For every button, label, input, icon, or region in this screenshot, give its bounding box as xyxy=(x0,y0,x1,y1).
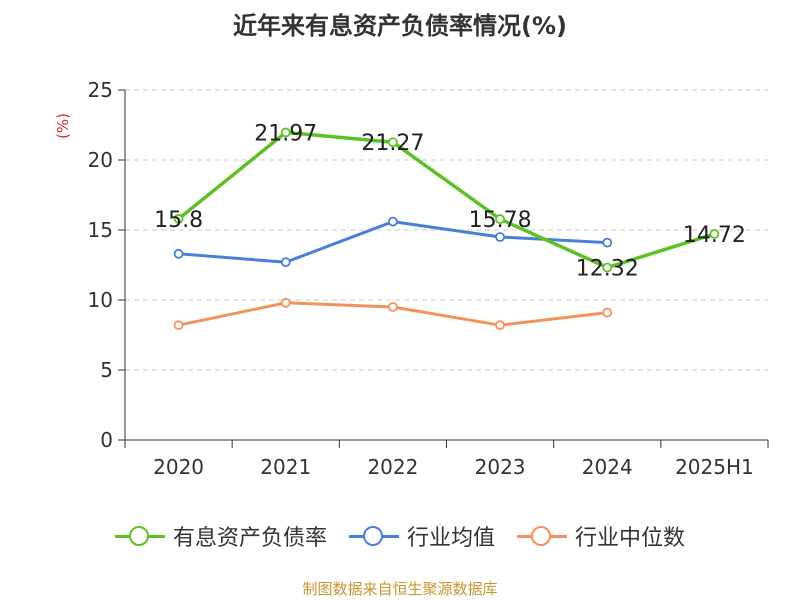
data-source-note: 制图数据来自恒生聚源数据库 xyxy=(302,580,498,598)
data-label: 21.97 xyxy=(254,121,317,146)
data-label: 21.27 xyxy=(361,131,424,156)
data-point xyxy=(388,137,398,148)
data-point xyxy=(495,320,505,331)
data-point xyxy=(388,302,398,312)
data-label: 15.78 xyxy=(469,208,532,233)
data-label: 14.72 xyxy=(683,223,746,248)
chart-title: 近年来有息资产负债率情况(%) xyxy=(233,12,567,40)
y-tick-label: 15 xyxy=(88,218,113,242)
chart-legend: 有息资产负债率 行业均值 行业中位数 xyxy=(0,520,800,552)
legend-item: 行业中位数 xyxy=(517,520,685,552)
y-tick-label: 20 xyxy=(88,148,113,172)
data-point xyxy=(173,213,184,224)
y-tick-label: 5 xyxy=(100,358,113,382)
data-label: 12.32 xyxy=(576,257,639,282)
y-tick-label: 25 xyxy=(88,78,113,102)
data-point xyxy=(280,257,291,268)
legend-marker xyxy=(348,524,399,548)
x-tick-label: 2021 xyxy=(260,455,311,479)
data-point xyxy=(602,262,613,273)
legend-item: 行业均值 xyxy=(348,520,495,552)
data-point xyxy=(709,229,720,239)
data-label: 15.8 xyxy=(154,208,203,233)
x-tick-label: 2020 xyxy=(153,455,204,479)
y-tick-label: 10 xyxy=(88,288,113,312)
data-point xyxy=(173,248,184,259)
x-tick-label: 2022 xyxy=(367,455,418,479)
series-line xyxy=(178,220,608,264)
data-point xyxy=(495,232,505,242)
data-point xyxy=(280,297,291,308)
data-point xyxy=(388,216,398,227)
x-tick-label: 2025H1 xyxy=(675,455,754,479)
legend-label: 行业均值 xyxy=(406,526,495,551)
y-tick-label: 0 xyxy=(100,428,113,452)
legend-marker xyxy=(114,524,165,548)
legend-item: 有息资产负债率 xyxy=(114,520,327,552)
legend-marker xyxy=(517,524,567,548)
legend-label: 行业中位数 xyxy=(575,526,686,551)
legend-label: 有息资产负债率 xyxy=(172,526,327,551)
x-tick-label: 2023 xyxy=(475,455,526,479)
data-point xyxy=(602,237,613,248)
x-tick-label: 2024 xyxy=(582,455,633,479)
data-point xyxy=(280,127,291,138)
data-point xyxy=(602,307,613,318)
data-point xyxy=(495,214,505,224)
data-point xyxy=(173,320,184,331)
y-axis-label: (%) xyxy=(54,113,72,139)
series-line xyxy=(177,130,715,270)
